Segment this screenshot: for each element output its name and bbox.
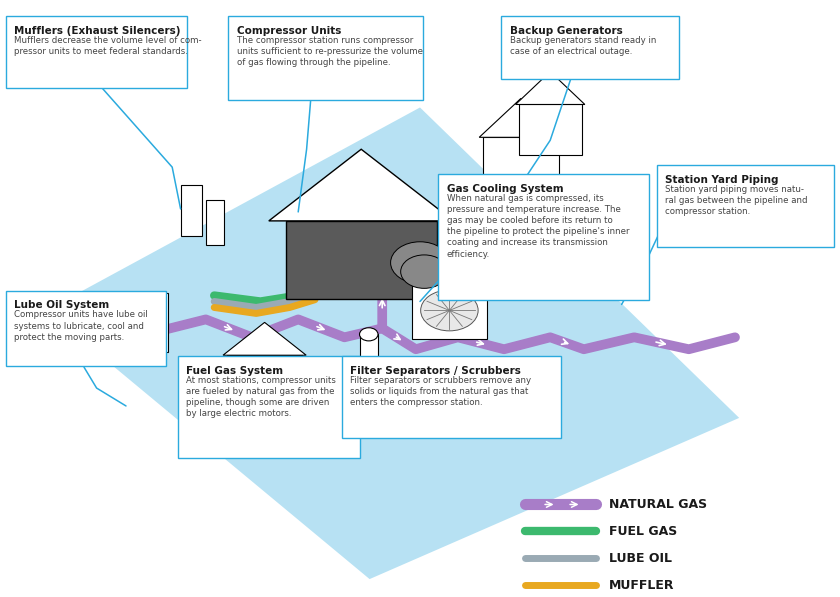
Bar [412, 282, 487, 339]
Text: Station Yard Piping: Station Yard Piping [665, 175, 779, 185]
Circle shape [102, 302, 159, 343]
Bar [181, 185, 202, 236]
Text: MUFFLER: MUFFLER [609, 578, 675, 592]
Bar [286, 221, 437, 298]
Text: Compressor Units: Compressor Units [237, 26, 341, 36]
FancyBboxPatch shape [438, 174, 649, 300]
Text: When natural gas is compressed, its
pressure and temperature increase. The
gas m: When natural gas is compressed, its pres… [447, 194, 629, 259]
Text: NATURAL GAS: NATURAL GAS [609, 498, 707, 511]
Bar [227, 355, 302, 406]
FancyBboxPatch shape [6, 16, 187, 88]
Text: Filter Separators / Scrubbers: Filter Separators / Scrubbers [350, 366, 521, 376]
Text: FUEL GAS: FUEL GAS [609, 525, 677, 538]
Text: Backup Generators: Backup Generators [510, 26, 622, 36]
FancyBboxPatch shape [342, 356, 561, 438]
Bar [483, 137, 559, 197]
Polygon shape [516, 72, 585, 104]
Text: LUBE OIL: LUBE OIL [609, 552, 672, 565]
Polygon shape [269, 149, 454, 221]
Bar [92, 293, 168, 352]
Text: Gas Cooling System: Gas Cooling System [447, 184, 564, 194]
Text: Mufflers decrease the volume level of com-
pressor units to meet federal standar: Mufflers decrease the volume level of co… [14, 36, 202, 56]
FancyBboxPatch shape [501, 16, 679, 79]
Text: At most stations, compressor units
are fueled by natural gas from the
pipeline, : At most stations, compressor units are f… [186, 376, 336, 418]
Polygon shape [46, 107, 739, 579]
Bar [360, 334, 378, 373]
FancyBboxPatch shape [657, 165, 834, 247]
Bar [206, 200, 224, 245]
Text: Filter separators or scrubbers remove any
solids or liquids from the natural gas: Filter separators or scrubbers remove an… [350, 376, 532, 407]
Text: The compressor station runs compressor
units sufficient to re-pressurize the vol: The compressor station runs compressor u… [237, 36, 423, 67]
Text: Backup generators stand ready in
case of an electrical outage.: Backup generators stand ready in case of… [510, 36, 656, 56]
Text: Fuel Gas System: Fuel Gas System [186, 366, 284, 376]
FancyBboxPatch shape [228, 16, 423, 100]
Circle shape [421, 290, 478, 331]
Text: Compressor units have lube oil
systems to lubricate, cool and
protect the moving: Compressor units have lube oil systems t… [14, 310, 148, 341]
Polygon shape [223, 322, 307, 355]
Text: Station yard piping moves natu-
ral gas between the pipeline and
compressor stat: Station yard piping moves natu- ral gas … [665, 185, 808, 216]
Circle shape [401, 255, 448, 288]
Circle shape [391, 242, 449, 284]
Text: Mufflers (Exhaust Silencers): Mufflers (Exhaust Silencers) [14, 26, 181, 36]
Bar [519, 104, 582, 155]
Polygon shape [480, 99, 563, 137]
FancyBboxPatch shape [178, 356, 360, 458]
Circle shape [360, 328, 378, 341]
FancyBboxPatch shape [6, 291, 166, 366]
Text: Lube Oil System: Lube Oil System [14, 300, 109, 310]
